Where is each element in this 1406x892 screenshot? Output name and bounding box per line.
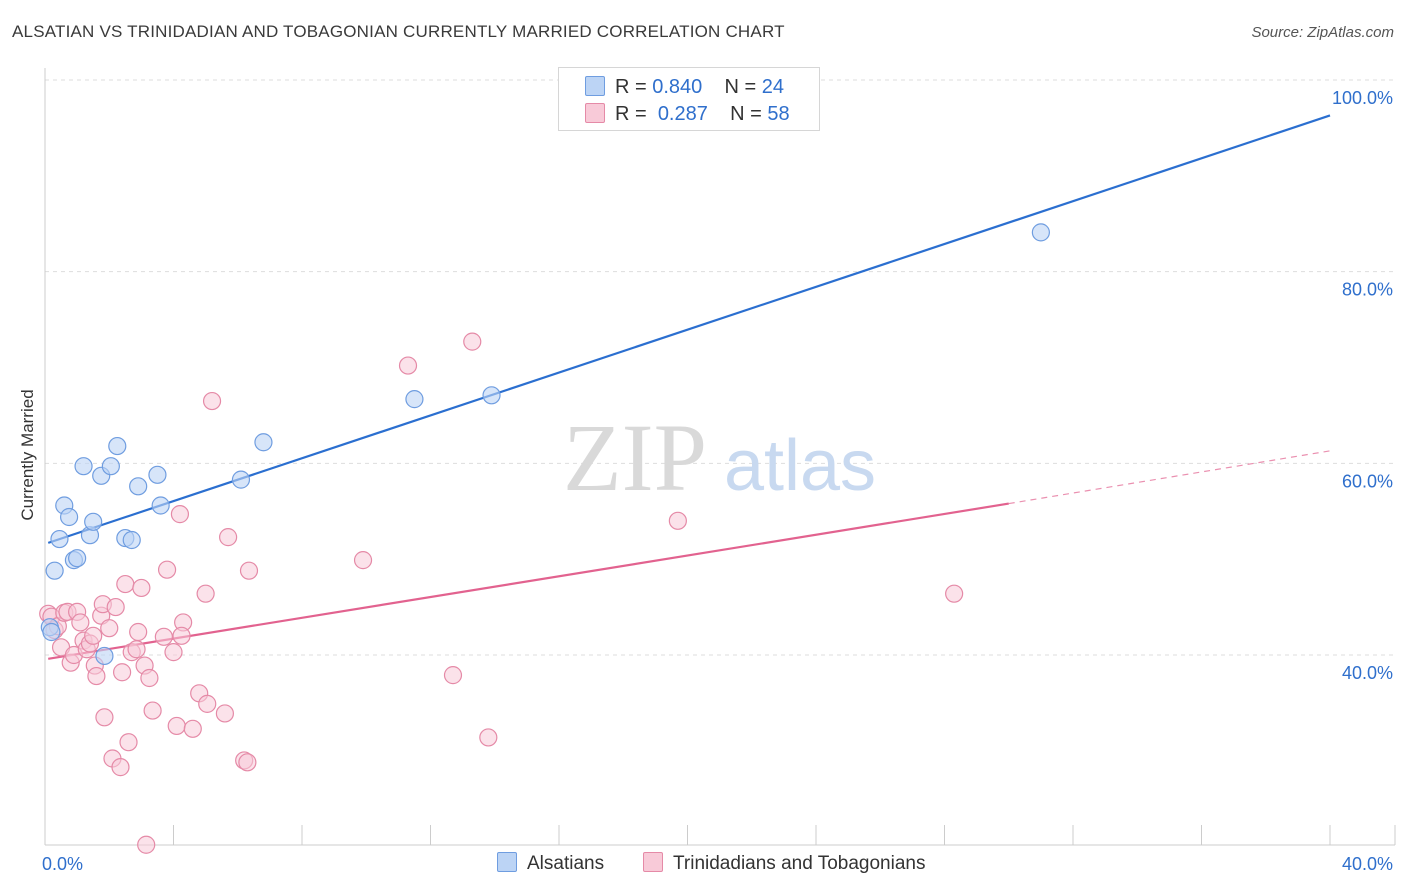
- point-trinidadian-23: [111, 758, 130, 777]
- point-alsatian-24: [1031, 223, 1050, 242]
- point-trinidadian-52: [353, 551, 373, 570]
- point-alsatian-7: [68, 549, 87, 568]
- watermark-zip: ZIP: [563, 404, 707, 511]
- point-trinidadian-22: [106, 597, 125, 617]
- legend-row-alsatians: R = 0.840 N = 24: [585, 76, 784, 99]
- point-trinidadian-45: [198, 694, 217, 713]
- legend-swatch-pink: [585, 103, 605, 123]
- point-trinidadian-32: [140, 668, 159, 688]
- watermark: ZIP atlas: [563, 404, 876, 511]
- point-trinidadian-28: [127, 640, 146, 659]
- trend-line-trinidadians: [48, 502, 1009, 660]
- legend-swatch-trinidadians: [643, 852, 663, 872]
- point-alsatian-12: [95, 646, 114, 666]
- point-alsatian-2: [45, 561, 64, 580]
- point-alsatian-3: [50, 529, 69, 549]
- point-trinidadian-51: [238, 753, 257, 772]
- point-trinidadian-10: [71, 613, 90, 632]
- point-trinidadian-33: [143, 701, 162, 720]
- trend-line-alsatians: [47, 114, 1331, 544]
- legend-r-label-2: R =: [615, 103, 653, 125]
- legend-swatch-blue: [585, 76, 605, 96]
- point-alsatian-18: [148, 465, 167, 484]
- point-trinidadian-29: [129, 622, 148, 642]
- point-alsatian-8: [74, 457, 93, 476]
- point-trinidadian-44: [196, 584, 215, 603]
- y-tick-label-100: 100.0%: [1332, 88, 1393, 108]
- trend-line-trinidadians-extension: [1008, 450, 1331, 505]
- point-trinidadian-26: [119, 733, 138, 752]
- legend-r-value-2: 0.287: [657, 103, 708, 125]
- point-alsatian-14: [108, 436, 127, 456]
- point-trinidadian-47: [215, 704, 234, 723]
- point-trinidadian-34: [137, 835, 156, 854]
- point-trinidadian-53: [398, 356, 418, 375]
- y-tick-label-60: 60.0%: [1342, 471, 1393, 491]
- legend-n-label-2: N =: [730, 103, 768, 125]
- point-trinidadian-55: [463, 332, 482, 351]
- point-trinidadian-14: [84, 626, 103, 645]
- point-alsatian-1: [42, 622, 61, 642]
- x-tick-label-start: 0.0%: [42, 854, 83, 874]
- point-alsatian-20: [231, 470, 251, 489]
- legend-n-label-1: N =: [724, 76, 762, 98]
- watermark-atlas: atlas: [724, 426, 876, 506]
- point-alsatian-19: [151, 496, 170, 515]
- point-alsatian-10: [84, 512, 103, 531]
- point-trinidadian-16: [87, 666, 106, 686]
- legend-row-trinidadians: R = 0.287 N = 58: [585, 103, 790, 126]
- point-trinidadian-25: [116, 574, 135, 594]
- y-axis-label: Currently Married: [18, 389, 37, 521]
- point-trinidadian-37: [164, 643, 183, 662]
- point-alsatian-13: [101, 457, 120, 476]
- point-trinidadian-42: [183, 719, 202, 738]
- series-trinidadian-points: [39, 332, 964, 854]
- point-trinidadian-20: [100, 619, 119, 638]
- point-trinidadian-35: [154, 627, 173, 646]
- point-alsatian-5: [59, 507, 79, 527]
- axes: [44, 68, 1396, 846]
- legend-label-trinidadians: Trinidadians and Tobagonians: [673, 853, 926, 874]
- point-alsatian-16: [122, 530, 141, 550]
- y-tick-label-80: 80.0%: [1342, 280, 1393, 300]
- point-alsatian-22: [405, 390, 424, 409]
- point-trinidadian-38: [167, 716, 186, 736]
- point-trinidadian-39: [170, 505, 190, 524]
- point-alsatian-17: [129, 477, 148, 496]
- point-trinidadian-36: [157, 560, 177, 579]
- point-trinidadian-57: [668, 511, 687, 530]
- point-trinidadian-41: [172, 626, 191, 645]
- trend-lines: [47, 114, 1331, 660]
- point-trinidadian-46: [202, 391, 222, 411]
- legend-n-value-1: 24: [761, 76, 785, 98]
- legend-r-value-1: 0.840: [652, 76, 703, 98]
- point-trinidadian-49: [239, 561, 259, 580]
- point-trinidadian-54: [443, 666, 463, 685]
- legend-swatch-alsatians: [497, 852, 517, 872]
- point-trinidadian-58: [945, 584, 964, 603]
- point-trinidadian-30: [132, 578, 151, 598]
- tick-labels: 40.0% 60.0% 80.0% 100.0% 0.0% 40.0%: [42, 88, 1393, 874]
- legend-n-value-2: 58: [767, 103, 790, 125]
- legend-label-alsatians: Alsatians: [527, 853, 605, 874]
- y-tick-label-40: 40.0%: [1342, 663, 1393, 683]
- point-trinidadian-24: [112, 663, 132, 682]
- legend-item-trinidadians[interactable]: Trinidadians and Tobagonians: [643, 852, 925, 875]
- source-credit: Source: ZipAtlas.com: [1251, 24, 1394, 41]
- series-alsatian-points: [40, 223, 1050, 666]
- legend-item-alsatians[interactable]: Alsatians: [497, 852, 604, 875]
- legend-r-label-1: R =: [615, 76, 653, 98]
- point-alsatian-23: [482, 386, 501, 405]
- x-tick-label-end: 40.0%: [1342, 854, 1393, 874]
- point-trinidadian-56: [479, 728, 498, 747]
- point-trinidadian-48: [219, 528, 238, 547]
- chart-title: ALSATIAN VS TRINIDADIAN AND TOBAGONIAN C…: [12, 22, 785, 41]
- stats-legend: R = 0.840 N = 24 R = 0.287 N = 58: [558, 67, 820, 131]
- point-alsatian-21: [254, 433, 273, 452]
- point-trinidadian-19: [95, 708, 114, 727]
